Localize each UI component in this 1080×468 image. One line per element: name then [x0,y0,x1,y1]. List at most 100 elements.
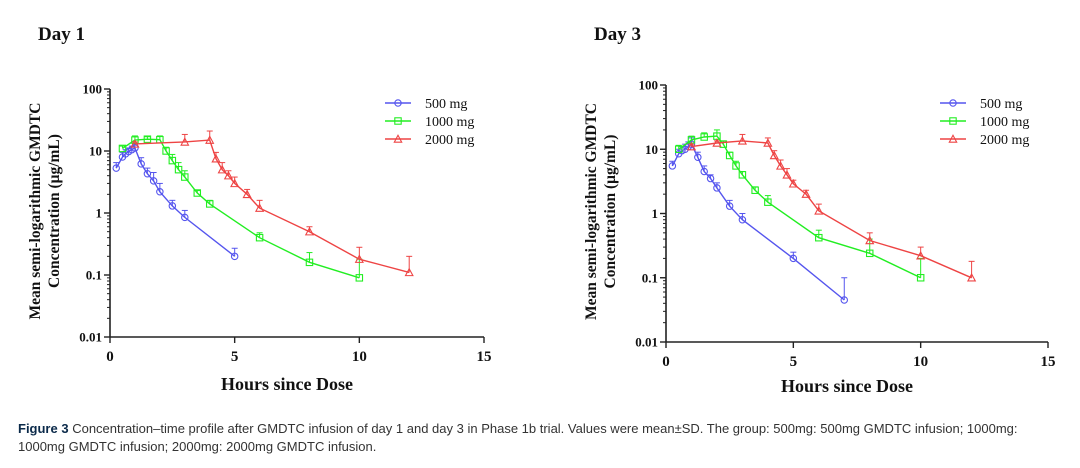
data-point [668,162,677,170]
data-point [304,226,315,236]
data-point [168,202,177,210]
data-point [156,188,164,196]
legend-label: 2000 mg [425,133,474,148]
data-point [732,162,740,170]
x-tick-label: 0 [662,354,670,370]
series-500mg [112,143,239,261]
y-tick-label: 0.1 [642,270,658,285]
data-point [254,203,265,212]
data-point [112,164,120,172]
legend-marker [949,99,957,107]
y-tick-label: 10 [645,142,658,157]
legend-label: 1000 mg [980,115,1029,130]
data-point [712,138,722,147]
y-axis-title: Mean semi-logarithmic GMDTC [583,103,600,320]
day1-chart: 0.01 0.1 1 10 100 0 5 10 15 Hours since Dose Mean … [27,82,492,395]
data-point [840,296,849,304]
data-point [700,133,708,141]
legend-label: 2000 mg [980,133,1029,148]
data-point [143,135,152,143]
data-point [738,171,747,179]
data-point [725,151,734,160]
x-axis-title: Hours since Dose [781,376,913,396]
data-point [815,233,823,242]
data-point [725,202,734,210]
y-tick-label: 0.01 [635,335,658,350]
data-point [223,170,234,180]
legend-marker [393,134,403,143]
data-point [137,160,145,168]
data-point [916,273,925,282]
data-point [775,161,786,170]
day3-title: Day 3 [594,24,641,45]
data-point [230,178,240,188]
data-point [205,135,215,144]
data-point [143,169,152,178]
data-point [404,267,414,277]
data-point [118,144,127,153]
data-point [764,198,772,206]
data-point [865,235,875,245]
y-tick-label: 1 [96,206,103,221]
data-point [694,153,702,162]
y-axis-title: Concentration (μg/mL) [602,135,619,289]
data-point [737,136,748,145]
data-point [211,153,221,163]
data-point [149,177,158,185]
data-point [966,272,977,282]
y-tick-label: 0.1 [86,268,102,283]
x-axis-title: Hours since Dose [221,374,353,394]
data-point [180,137,190,146]
data-point [782,169,792,179]
series-500mg [668,137,849,304]
data-point [814,205,824,215]
y-tick-label: 0.01 [79,330,102,345]
data-point [305,258,314,267]
series-line [678,135,922,279]
legend-marker [394,99,402,107]
series-2000mg [130,130,414,277]
figure-label: Figure 3 [18,421,69,436]
data-point [865,249,874,258]
data-point [130,139,140,148]
data-point [242,189,252,199]
legend-item: 500 mg [385,97,467,112]
x-tick-label: 10 [913,354,928,370]
x-tick-label: 10 [352,349,367,365]
data-point [713,184,721,192]
data-point [769,150,779,160]
data-point [355,274,364,282]
data-point [181,213,189,222]
legend-item: 2000 mg [385,133,474,148]
series-line [122,138,360,279]
y-tick-label: 100 [639,78,659,93]
data-point [354,254,364,263]
series-line [671,143,845,301]
data-point [706,174,715,183]
series-line [134,139,410,274]
x-tick-label: 15 [1041,354,1056,370]
data-point [162,147,170,155]
y-tick-label: 100 [83,82,103,97]
legend-item: 500 mg [940,97,1022,112]
data-point [687,140,696,148]
data-point [801,189,811,198]
legend-label: 500 mg [980,97,1022,112]
y-axis-title: Mean semi-logarithmic GMDTC [27,103,44,320]
legend-marker [949,117,957,125]
day3-chart: 0.01 0.1 1 10 100 0 5 10 15 Hours since Dose Mean … [583,78,1056,397]
data-point [168,156,177,165]
legend-label: 500 mg [425,97,467,112]
data-point [751,186,759,195]
data-point [788,178,798,188]
x-tick-label: 0 [106,349,114,365]
data-point [193,189,202,197]
data-point [230,252,239,261]
data-point [738,215,747,224]
series-2000mg [686,133,977,282]
data-point [205,200,214,208]
data-point [217,164,227,174]
y-tick-label: 1 [652,206,659,221]
legend-label: 1000 mg [425,115,474,130]
